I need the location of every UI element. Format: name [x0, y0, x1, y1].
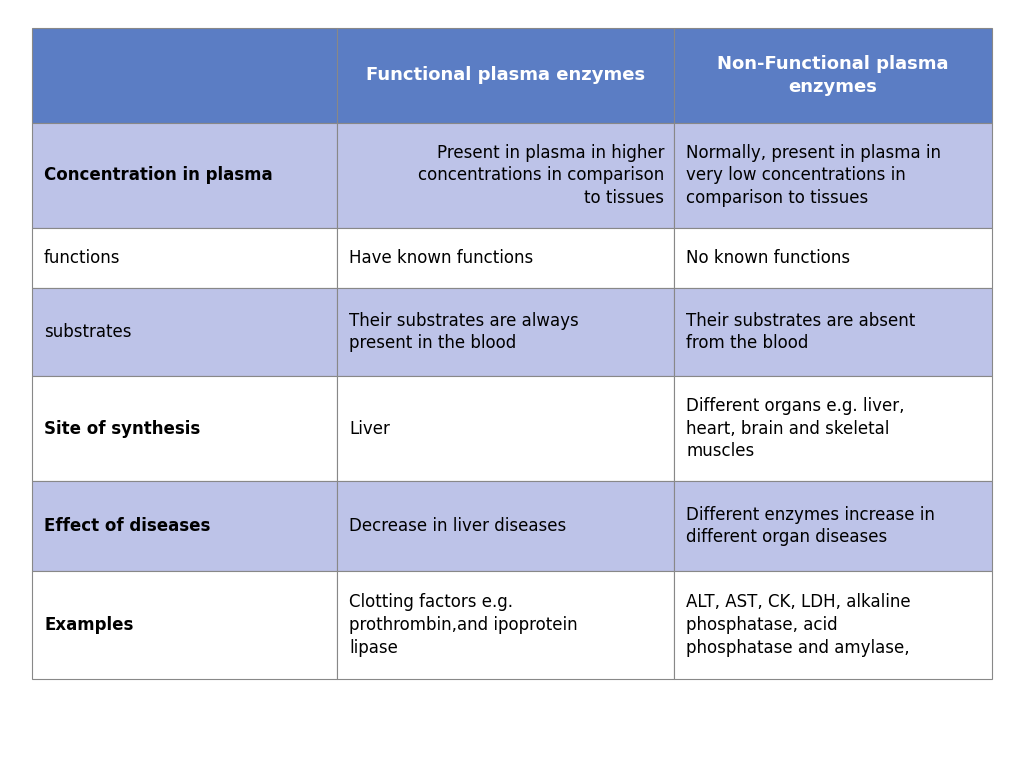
Bar	[32, 288, 337, 376]
Text: Site of synthesis: Site of synthesis	[44, 419, 201, 438]
Bar	[337, 123, 674, 228]
Text: Their substrates are always
present in the blood: Their substrates are always present in t…	[349, 312, 579, 353]
Text: Clotting factors e.g.
prothrombin,and ipoprotein
lipase: Clotting factors e.g. prothrombin,and ip…	[349, 593, 578, 657]
Bar	[32, 28, 337, 123]
Text: Decrease in liver diseases: Decrease in liver diseases	[349, 517, 566, 535]
Bar	[674, 288, 992, 376]
Text: Present in plasma in higher
concentrations in comparison
to tissues: Present in plasma in higher concentratio…	[418, 144, 665, 207]
Bar	[32, 376, 337, 481]
Bar	[674, 28, 992, 123]
Bar	[337, 228, 674, 288]
Text: Functional plasma enzymes: Functional plasma enzymes	[367, 67, 645, 84]
Bar	[674, 571, 992, 679]
Bar	[32, 228, 337, 288]
Text: ALT, AST, CK, LDH, alkaline
phosphatase, acid
phosphatase and amylase,: ALT, AST, CK, LDH, alkaline phosphatase,…	[686, 593, 911, 657]
Bar	[337, 376, 674, 481]
Text: Have known functions: Have known functions	[349, 249, 534, 267]
Text: Effect of diseases: Effect of diseases	[44, 517, 210, 535]
Bar	[337, 28, 674, 123]
Text: Their substrates are absent
from the blood: Their substrates are absent from the blo…	[686, 312, 915, 353]
Bar	[674, 481, 992, 571]
Bar	[32, 481, 337, 571]
Text: No known functions: No known functions	[686, 249, 850, 267]
Text: Non-Functional plasma
enzymes: Non-Functional plasma enzymes	[718, 55, 949, 95]
Bar	[674, 123, 992, 228]
Bar	[674, 228, 992, 288]
Bar	[674, 376, 992, 481]
Text: Different organs e.g. liver,
heart, brain and skeletal
muscles: Different organs e.g. liver, heart, brai…	[686, 396, 905, 460]
Bar	[337, 481, 674, 571]
Bar	[32, 123, 337, 228]
Text: Normally, present in plasma in
very low concentrations in
comparison to tissues: Normally, present in plasma in very low …	[686, 144, 941, 207]
Text: Different enzymes increase in
different organ diseases: Different enzymes increase in different …	[686, 505, 935, 547]
Bar	[337, 571, 674, 679]
Text: functions: functions	[44, 249, 121, 267]
Text: Examples: Examples	[44, 616, 133, 634]
Text: Concentration in plasma: Concentration in plasma	[44, 167, 272, 184]
Text: Liver: Liver	[349, 419, 390, 438]
Bar	[337, 288, 674, 376]
Bar	[32, 571, 337, 679]
Text: substrates: substrates	[44, 323, 131, 341]
